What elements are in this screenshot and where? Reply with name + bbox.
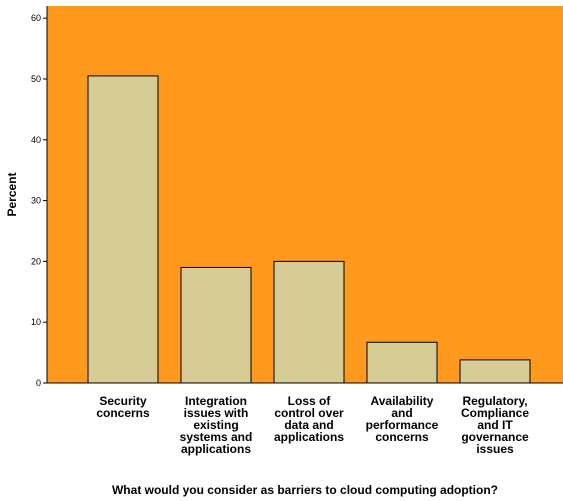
x-category-label: Security concerns — [96, 394, 150, 420]
y-tick-label: 50 — [31, 74, 41, 84]
y-tick-label: 10 — [31, 317, 41, 327]
x-category-label-line: Regulatory, — [462, 394, 527, 408]
x-category-label-line: applications — [181, 442, 251, 456]
bar — [87, 75, 159, 384]
x-category-label-line: and IT — [477, 418, 513, 432]
y-tick-label: 40 — [31, 135, 41, 145]
x-category-label-line: performance — [366, 418, 439, 432]
bar — [273, 260, 345, 384]
x-category-label-line: Compliance — [461, 406, 529, 420]
y-tick-label: 0 — [36, 378, 41, 388]
y-tick-label: 30 — [31, 196, 41, 206]
bars — [87, 75, 531, 384]
x-axis-title: What would you consider as barriers to c… — [112, 483, 498, 497]
x-category-label: Availability and performance concerns — [366, 394, 439, 444]
x-category-label-line: issues — [476, 442, 514, 456]
x-category-label-line: concerns — [375, 430, 429, 444]
x-category-label-line: data and — [284, 418, 333, 432]
y-axis-title: Percent — [5, 172, 19, 216]
x-category-label-line: governance — [461, 430, 529, 444]
bar — [180, 266, 252, 384]
x-category-label-line: systems and — [180, 430, 253, 444]
y-tick-label: 20 — [31, 256, 41, 266]
x-category-label-line: issues with — [184, 406, 249, 420]
x-category-label: Regulatory, Compliance and IT governance iss… — [461, 394, 529, 456]
x-category-label-line: control over — [274, 406, 344, 420]
x-category-label-line: Security — [99, 394, 147, 408]
bar — [366, 341, 438, 384]
x-category-label-line: existing — [193, 418, 238, 432]
x-category-label: Integration issues with existing systems an… — [180, 394, 253, 456]
x-category-label: Loss of control over data and applications — [274, 394, 344, 444]
x-category-label-line: and — [391, 406, 412, 420]
x-category-label-line: Availability — [371, 394, 434, 408]
x-category-label-line: Loss of — [288, 394, 332, 408]
bar — [459, 359, 531, 384]
x-category-label-line: applications — [274, 430, 344, 444]
x-category-label-line: concerns — [96, 406, 150, 420]
x-category-label-line: Integration — [185, 394, 247, 408]
y-tick-label: 60 — [31, 13, 41, 23]
